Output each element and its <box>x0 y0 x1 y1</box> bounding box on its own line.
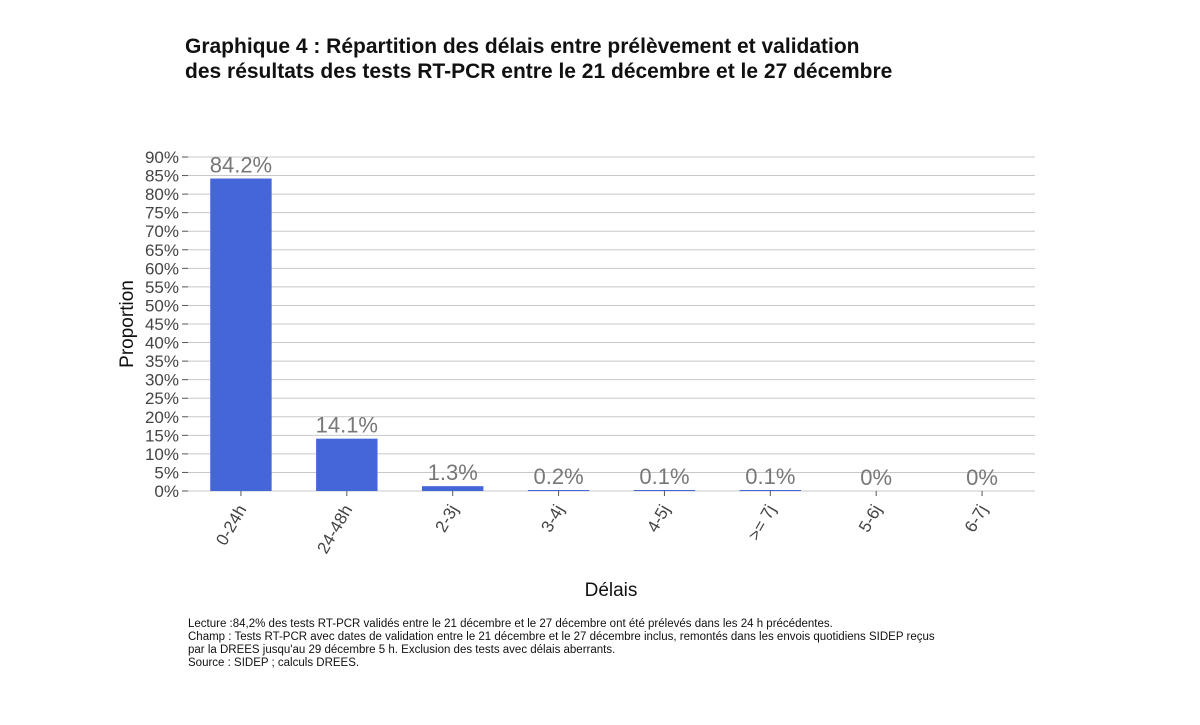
x-axis-label: Délais <box>585 580 638 601</box>
y-tick-label: 5% <box>154 463 179 482</box>
chart-title-line-1: Graphique 4 : Répartition des délais ent… <box>185 35 860 58</box>
data-label: 0.1% <box>745 464 795 489</box>
y-axis-label: Proportion <box>117 280 138 368</box>
x-tick-label: 5-6j <box>855 502 886 536</box>
x-tick-label: 4-5j <box>643 502 674 536</box>
y-tick-label: 25% <box>145 389 179 408</box>
y-tick-label: 85% <box>145 167 179 186</box>
chart-notes: Lecture :84,2% des tests RT-PCR validés … <box>188 618 1088 670</box>
y-tick-label: 50% <box>145 296 179 315</box>
y-tick-label: 30% <box>145 371 179 390</box>
bar-4-5j <box>633 490 696 491</box>
y-tick-label: 55% <box>145 278 179 297</box>
bars <box>210 178 802 491</box>
bar->= 7j <box>739 490 802 491</box>
note-source: Source : SIDEP ; calculs DREES. <box>188 657 360 669</box>
y-tick-label: 80% <box>145 185 179 204</box>
y-tick-label: 10% <box>145 445 179 464</box>
bar-24-48h <box>316 438 378 491</box>
x-tick-label: 6-7j <box>961 502 992 536</box>
y-tick-label: 60% <box>145 259 179 278</box>
note-champ: Champ : Tests RT-PCR avec dates de valid… <box>188 631 935 643</box>
y-tick-label: 15% <box>145 426 179 445</box>
y-tick-label: 70% <box>145 222 179 241</box>
chart-title: Graphique 4 : Répartition des délais ent… <box>185 34 1085 84</box>
x-tick-label: 3-4j <box>537 502 568 536</box>
y-tick-label: 0% <box>154 482 179 501</box>
y-tick-label: 45% <box>145 315 179 334</box>
x-tick-label: 0-24h <box>212 502 250 549</box>
y-tick-label: 20% <box>145 408 179 427</box>
y-tick-label: 35% <box>145 352 179 371</box>
data-label: 0% <box>860 465 892 490</box>
x-tick-label: 24-48h <box>313 502 356 557</box>
chart-title-line-2: des résultats des tests RT-PCR entre le … <box>185 60 893 83</box>
gridlines <box>188 156 1035 492</box>
y-tick-label: 75% <box>145 204 179 223</box>
note-lecture: Lecture :84,2% des tests RT-PCR validés … <box>188 618 833 630</box>
data-label: 14.1% <box>316 413 378 438</box>
data-label: 0.1% <box>639 464 689 489</box>
data-label: 84.2% <box>210 153 272 178</box>
x-tick-label: 2-3j <box>432 502 463 536</box>
bar-2-3j <box>421 486 484 491</box>
y-tick-label: 90% <box>145 148 179 167</box>
y-tick-label: 65% <box>145 241 179 260</box>
bar-0-24h <box>210 178 272 491</box>
x-axis-ticks: 0-24h 24-48h 2-3j 3-4j 4-5j >= 7j 5-6j 6-7j <box>212 491 992 557</box>
y-axis-ticks: 0%5%10%15%20%25%30%35%40%45%50%55%60%65%… <box>145 148 188 501</box>
note-champ-cont: par la DREES jusqu'au 29 décembre 5 h. E… <box>188 644 616 656</box>
data-label: 0% <box>966 465 998 490</box>
data-labels: 84.2% 14.1% 1.3% 0.2% 0.1% 0.1% 0% 0% <box>210 153 998 490</box>
x-tick-label: >= 7j <box>744 502 779 544</box>
bar-chart: 0%5%10%15%20%25%30%35%40%45%50%55%60%65%… <box>117 148 1035 601</box>
bar-3-4j <box>527 490 590 491</box>
data-label: 0.2% <box>533 464 583 489</box>
data-label: 1.3% <box>428 460 478 485</box>
y-tick-label: 40% <box>145 334 179 353</box>
